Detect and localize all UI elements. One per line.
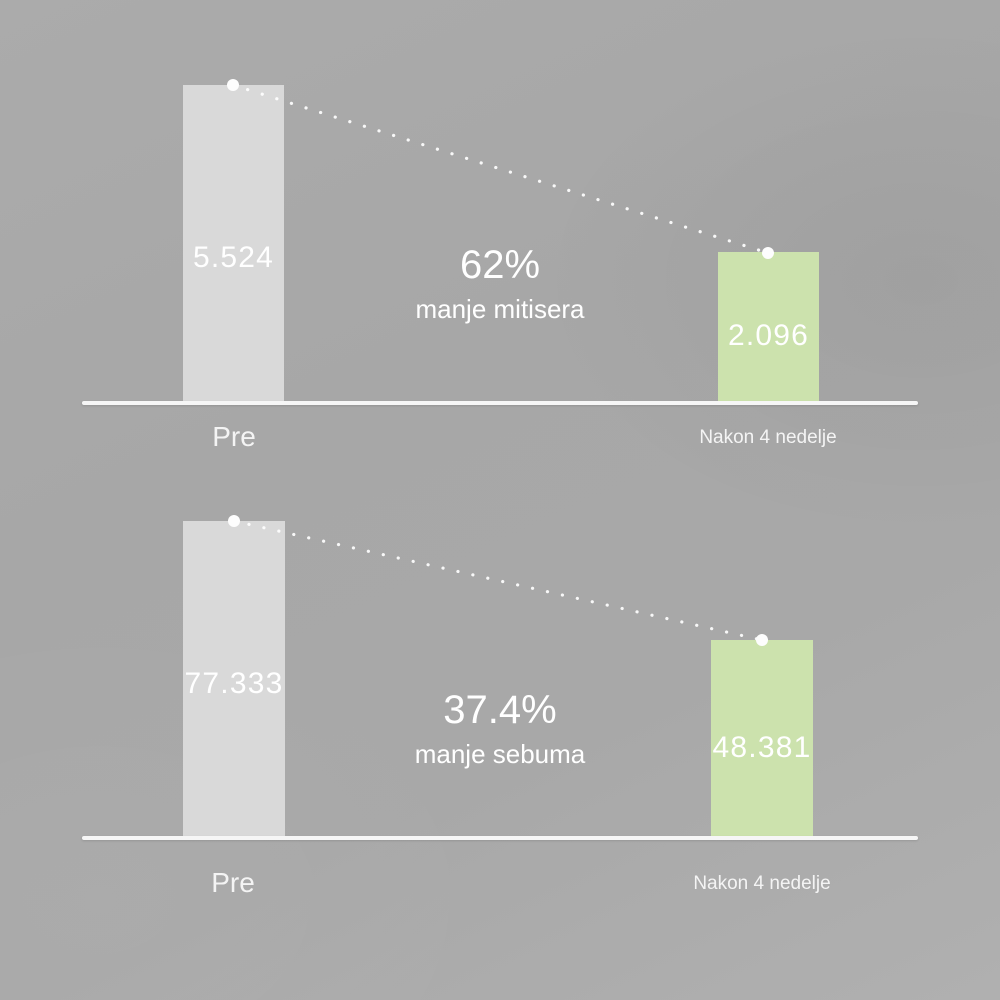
bar-nakon-mitisera: 2.096	[718, 252, 819, 401]
percent-change-annotation: 62% manje mitisera	[350, 242, 650, 325]
percent-change-headline: 37.4%	[443, 688, 557, 732]
axis-baseline	[82, 836, 918, 840]
trend-dotted-line-mitisera	[231, 83, 770, 255]
percent-change-subline: manje mitisera	[415, 294, 585, 324]
axis-label-pre: Pre	[211, 867, 255, 898]
axis-label-nakon: Nakon 4 nedelje	[693, 873, 831, 894]
bar-nakon-sebuma: 48.381	[711, 640, 813, 836]
axis-baseline	[82, 401, 918, 405]
percent-change-headline: 62%	[459, 243, 541, 287]
percent-change-annotation: 37.4% manje sebuma	[350, 687, 650, 770]
trend-dotted-line-sebuma	[232, 519, 764, 642]
bar-value-label: 2.096	[727, 319, 810, 352]
bar-pre-sebuma: 77.333	[183, 521, 285, 836]
bar-value-label: 48.381	[712, 731, 812, 764]
bar-value-label: 5.524	[192, 241, 275, 274]
bar-pre-mitisera: 5.524	[183, 85, 284, 401]
axis-label-pre: Pre	[212, 421, 256, 452]
bar-value-label: 77.333	[184, 667, 284, 700]
percent-change-subline: manje sebuma	[414, 739, 586, 769]
axis-label-nakon: Nakon 4 nedelje	[699, 427, 837, 448]
